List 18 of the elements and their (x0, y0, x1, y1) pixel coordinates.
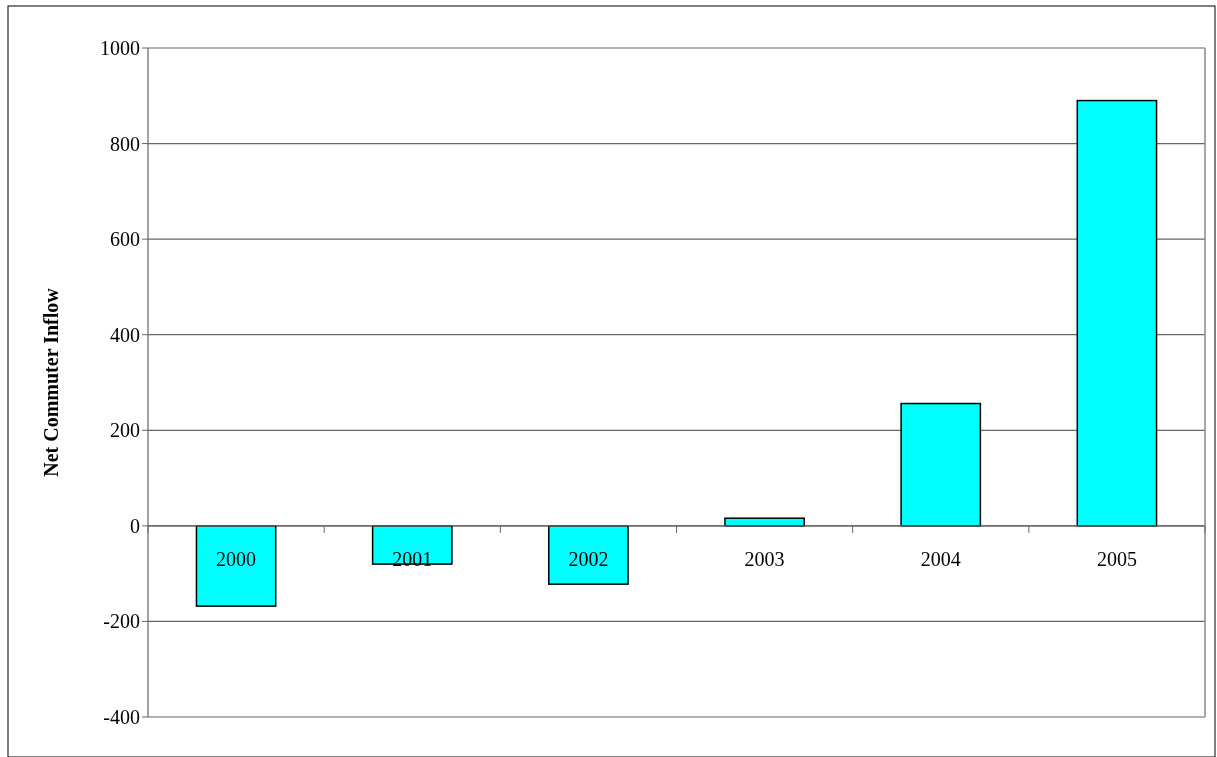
bar (1076, 99, 1158, 527)
y-tick-label: -400 (103, 706, 140, 728)
x-tick-label: 2005 (1096, 547, 1137, 570)
y-tick-label: 200 (110, 419, 140, 442)
y-axis-title: Net Commuter Inflow (40, 287, 62, 477)
y-tick-label: 600 (110, 228, 140, 251)
y-tick-label: -200 (103, 610, 140, 633)
bar (195, 525, 277, 607)
x-tick-label: 2002 (568, 547, 609, 570)
x-tick-label: 2003 (744, 547, 785, 570)
bar (900, 402, 982, 527)
x-tick-label: 2000 (216, 547, 257, 570)
y-tick-label: 800 (110, 132, 140, 155)
y-tick-label: 1000 (100, 37, 140, 59)
bar (548, 525, 629, 585)
y-tick-label: 0 (130, 514, 140, 537)
x-tick-label: 2004 (920, 547, 961, 570)
y-tick-label: 400 (110, 323, 140, 346)
